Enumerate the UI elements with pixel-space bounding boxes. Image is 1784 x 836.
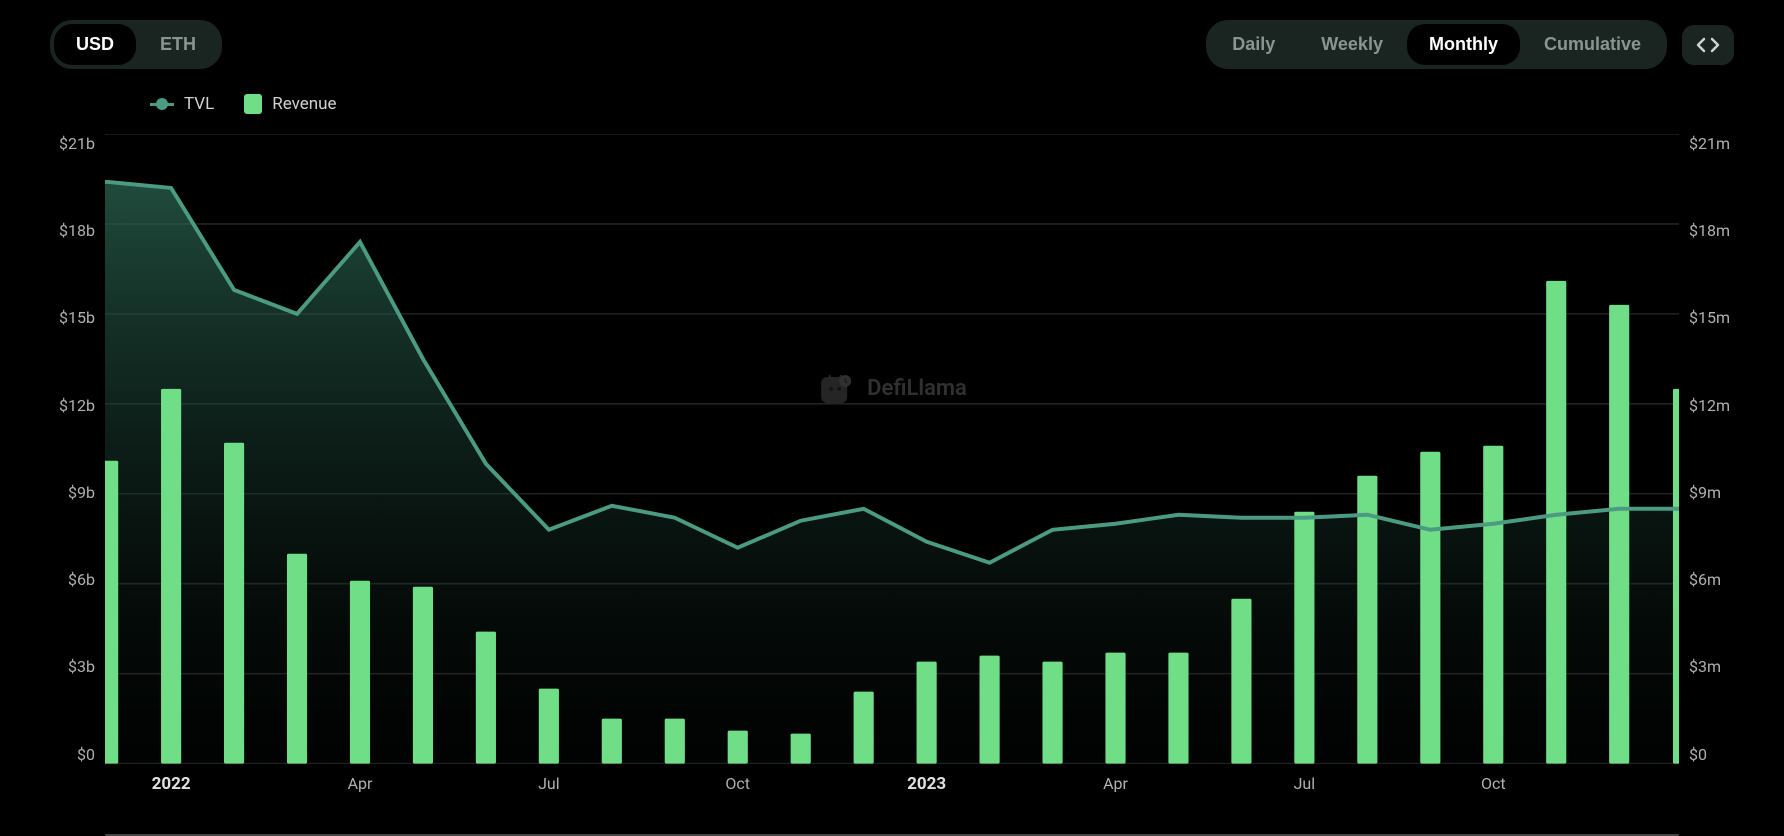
y-right-tick: $9m — [1689, 483, 1734, 502]
y-right-tick: $0 — [1689, 745, 1734, 764]
x-tick: Apr — [1103, 774, 1128, 793]
y-right-tick: $18m — [1689, 221, 1734, 240]
plot-area[interactable]: DefiLlama 2022AprJulOct2023AprJulOct — [105, 134, 1679, 804]
time-range-brush[interactable]: ||| — [105, 834, 1679, 836]
currency-toggle-group: USDETH — [50, 20, 222, 69]
main-chart: $21b$18b$15b$12b$9b$6b$3b$0 DefiLlama 20… — [50, 134, 1734, 804]
y-left-tick: $21b — [50, 134, 95, 153]
y-left-tick: $3b — [50, 657, 95, 676]
timeframe-tab-daily[interactable]: Daily — [1210, 24, 1297, 65]
timeframe-toggle-group: DailyWeeklyMonthlyCumulative — [1206, 20, 1667, 69]
legend-tvl-label: TVL — [184, 94, 214, 114]
y-left-tick: $9b — [50, 483, 95, 502]
x-tick: Apr — [348, 774, 373, 793]
legend-revenue-label: Revenue — [272, 94, 336, 114]
y-left-tick: $0 — [50, 745, 95, 764]
timeframe-tab-weekly[interactable]: Weekly — [1299, 24, 1405, 65]
legend-item-tvl[interactable]: TVL — [150, 94, 214, 114]
y-axis-right: $21m $18m $15m $12m $9m $6m $3m $0 — [1679, 134, 1734, 804]
y-right-tick: $3m — [1689, 657, 1734, 676]
x-tick: 2023 — [907, 774, 946, 794]
chart-toolbar: USDETH DailyWeeklyMonthlyCumulative — [50, 20, 1734, 69]
y-left-tick: $12b — [50, 396, 95, 415]
y-left-tick: $6b — [50, 570, 95, 589]
x-tick: Oct — [1481, 774, 1506, 793]
brush-handle-left[interactable] — [973, 834, 983, 836]
legend-tvl-marker — [150, 103, 174, 106]
y-right-tick: $21m — [1689, 134, 1734, 153]
x-tick: 2022 — [152, 774, 191, 794]
brush-grip-icon: ||| — [1323, 834, 1333, 836]
timeframe-tab-monthly[interactable]: Monthly — [1407, 24, 1520, 65]
x-tick: Jul — [1294, 774, 1316, 793]
y-axis-left: $21b $18b $15b $12b $9b $6b $3b $0 — [50, 134, 105, 804]
chart-svg — [105, 134, 1679, 764]
x-tick: Jul — [538, 774, 560, 793]
x-axis: 2022 Apr Jul Oct 2023 Apr Jul Oct — [105, 764, 1679, 804]
y-right-tick: $12m — [1689, 396, 1734, 415]
y-right-tick: $15m — [1689, 308, 1734, 327]
currency-tab-eth[interactable]: ETH — [138, 24, 218, 65]
chart-legend: TVL Revenue — [50, 94, 1734, 114]
y-right-tick: $6m — [1689, 570, 1734, 589]
x-tick: Oct — [725, 774, 750, 793]
y-left-tick: $18b — [50, 221, 95, 240]
embed-code-button[interactable] — [1682, 25, 1734, 65]
legend-revenue-marker — [244, 94, 262, 114]
code-icon — [1696, 35, 1720, 55]
timeframe-tab-cumulative[interactable]: Cumulative — [1522, 24, 1663, 65]
y-left-tick: $15b — [50, 308, 95, 327]
brush-selection-bar[interactable]: ||| — [978, 834, 1678, 836]
brush-handle-right[interactable] — [1673, 834, 1679, 836]
currency-tab-usd[interactable]: USD — [54, 24, 136, 65]
legend-item-revenue[interactable]: Revenue — [244, 94, 336, 114]
